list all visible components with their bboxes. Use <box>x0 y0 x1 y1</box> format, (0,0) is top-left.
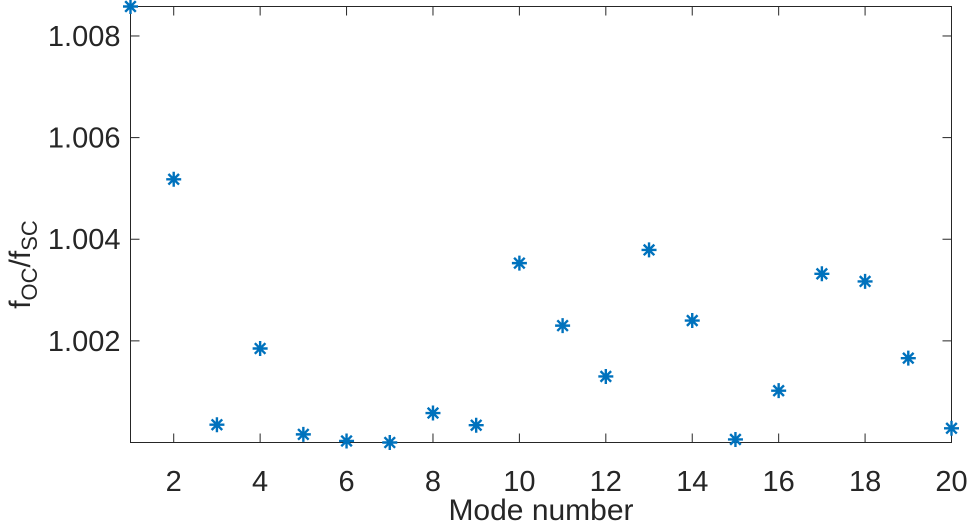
data-point-marker <box>382 435 398 450</box>
data-point-marker <box>511 255 527 271</box>
data-point-marker <box>123 0 138 14</box>
x-tick-label: 10 <box>503 466 535 498</box>
x-tick-label: 14 <box>676 466 708 498</box>
x-axis-label: Mode number <box>448 494 633 524</box>
data-point-marker <box>555 318 571 334</box>
x-axis: 2 4 6 8 10 12 14 16 18 20 <box>166 6 968 498</box>
data-point-marker <box>252 340 268 356</box>
x-tick-label: 12 <box>590 466 622 498</box>
data-points <box>123 0 959 450</box>
y-axis-label: fOC/fSC <box>4 220 42 309</box>
data-point-marker <box>814 266 830 282</box>
data-point-marker <box>425 405 441 421</box>
data-point-marker <box>295 426 311 442</box>
x-tick-label: 20 <box>935 466 967 498</box>
y-axis: 1.002 1.004 1.006 1.008 <box>48 21 952 358</box>
x-tick-label: 18 <box>849 466 881 498</box>
data-point-marker <box>684 313 700 329</box>
x-tick-label: 2 <box>166 466 182 498</box>
data-point-marker <box>166 171 182 187</box>
data-point-marker <box>209 417 225 433</box>
data-point-marker <box>857 273 873 289</box>
data-point-marker <box>727 431 743 447</box>
data-point-marker <box>339 433 355 449</box>
x-tick-label: 8 <box>425 466 441 498</box>
x-tick-label: 6 <box>338 466 354 498</box>
y-tick-label: 1.002 <box>48 326 121 358</box>
x-tick-label: 4 <box>252 466 268 498</box>
axes-box <box>130 6 952 443</box>
x-tick-label: 16 <box>763 466 795 498</box>
data-point-marker <box>771 383 787 399</box>
data-point-marker <box>641 242 657 258</box>
data-point-marker <box>944 420 959 436</box>
data-point-marker <box>598 368 614 384</box>
y-tick-label: 1.006 <box>48 123 121 155</box>
y-tick-label: 1.004 <box>48 224 121 256</box>
y-tick-label: 1.008 <box>48 21 121 53</box>
data-point-marker <box>900 350 916 366</box>
data-point-marker <box>468 417 484 433</box>
